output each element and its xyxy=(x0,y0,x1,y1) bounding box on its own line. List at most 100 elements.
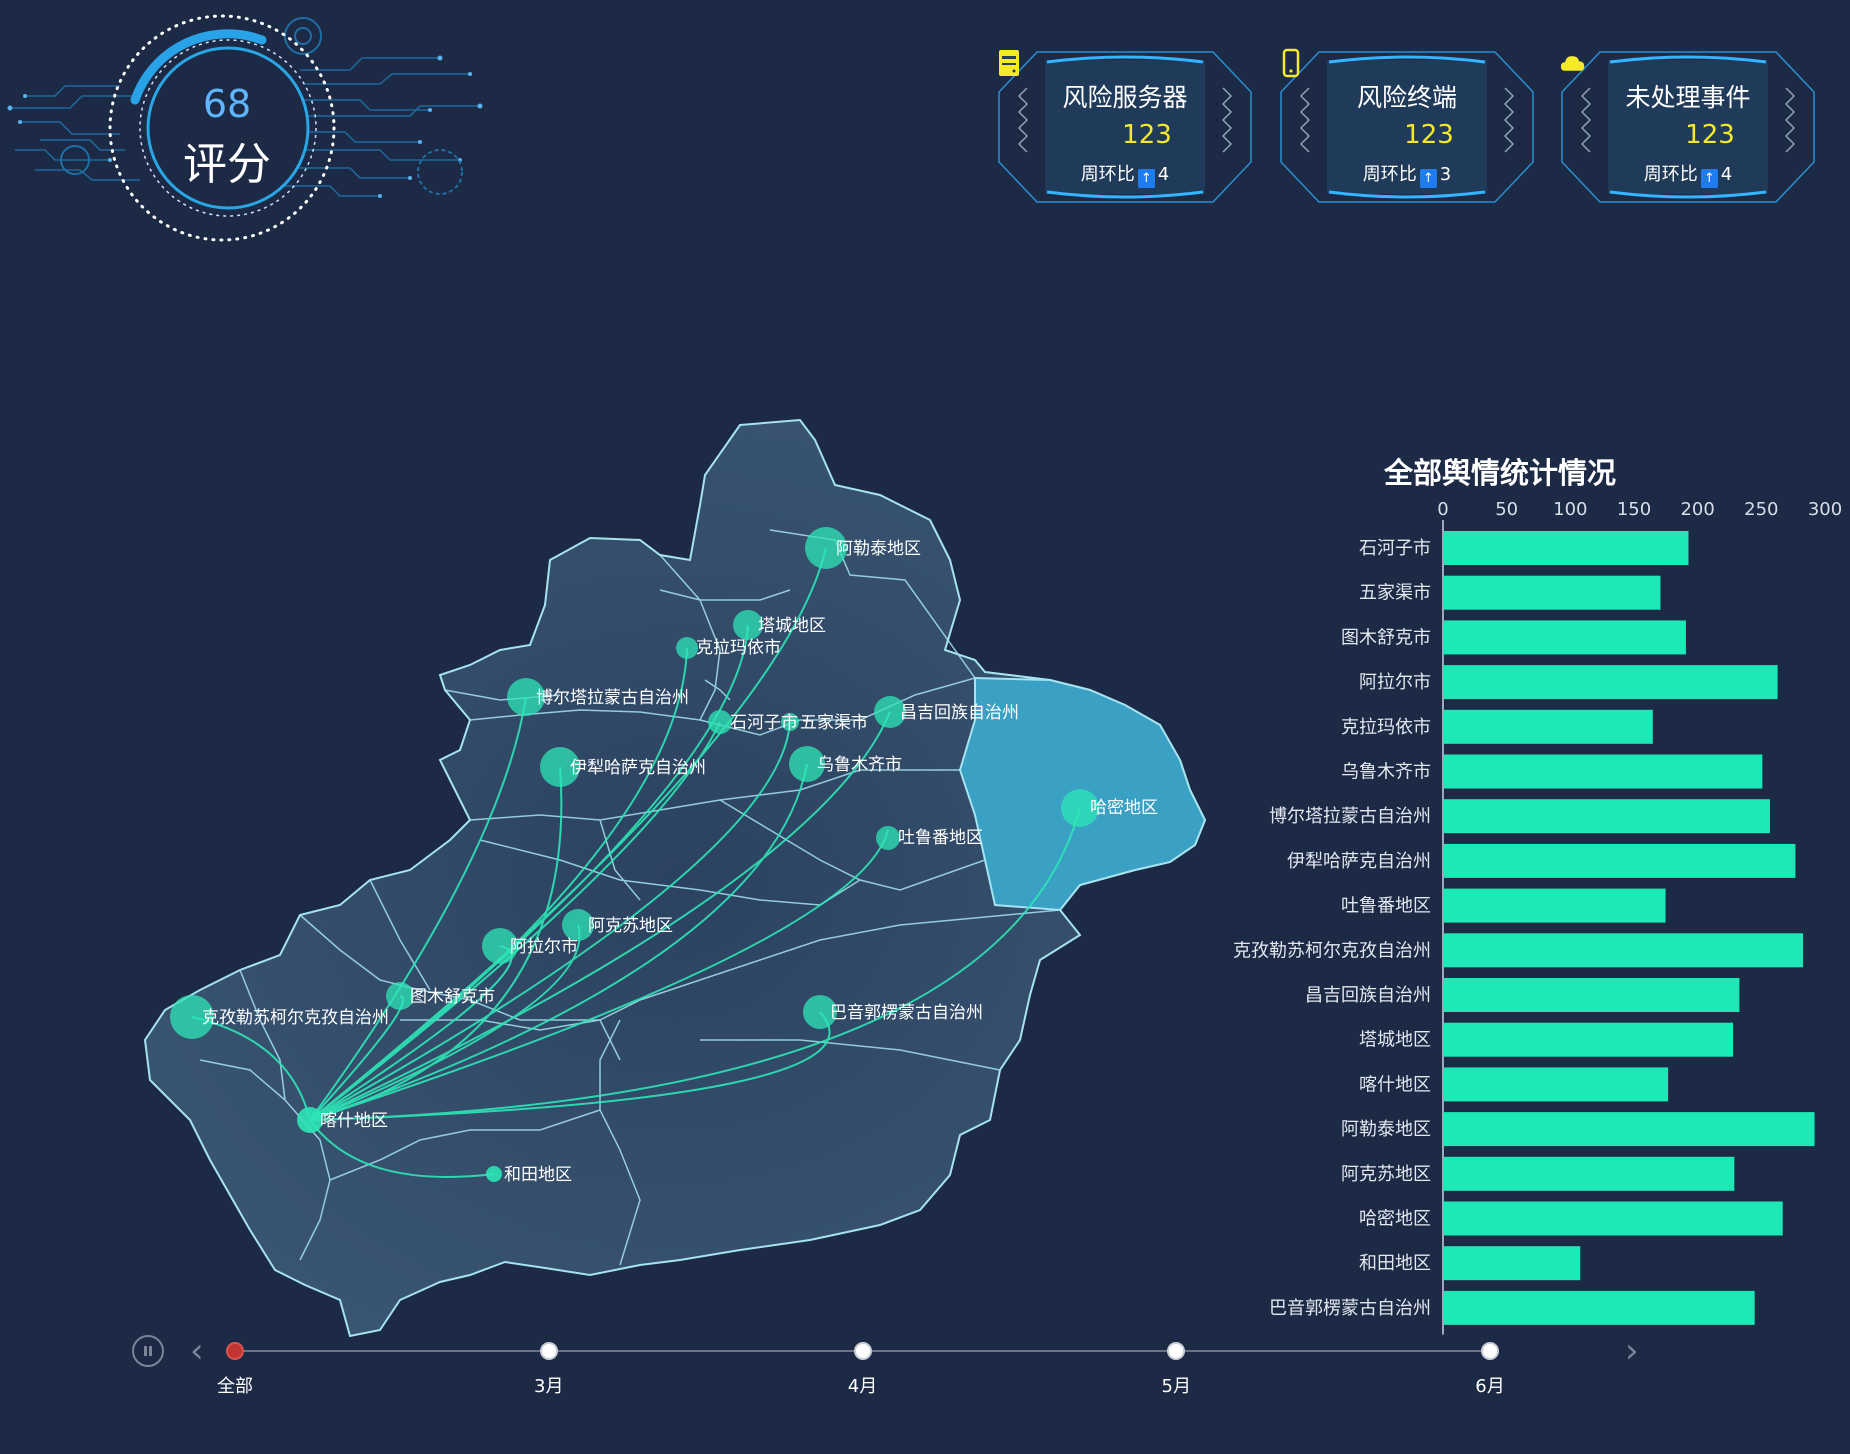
category-label: 塔城地区 xyxy=(1359,1030,1431,1051)
score-label: 评分 xyxy=(183,139,271,190)
pause-button[interactable] xyxy=(132,1335,164,1367)
arrow-up-icon: ↑ xyxy=(1137,169,1155,188)
trend-label: 周环比 xyxy=(1643,164,1698,185)
xinjiang-flow-map[interactable]: 阿勒泰地区 塔城地区 克拉玛依市 博尔塔拉蒙古自治州 石河子市 五家渠市 昌吉回… xyxy=(0,400,1230,1350)
label-kashgar[interactable]: 喀什地区 xyxy=(320,1111,388,1131)
stat-trend: 周环比 ↑ 4 xyxy=(997,160,1253,188)
label-changji[interactable]: 昌吉回族自治州 xyxy=(900,703,1019,723)
timeline-label[interactable]: 3月 xyxy=(534,1376,564,1397)
bar xyxy=(1444,1246,1581,1281)
card-frame xyxy=(1561,51,1815,203)
arrow-up-icon: ↑ xyxy=(1419,169,1437,188)
category-label: 伊犁哈萨克自治州 xyxy=(1287,851,1431,872)
region-markers xyxy=(170,527,1099,1182)
chevron-right-icon[interactable]: › xyxy=(1625,1331,1639,1371)
label-shihezi[interactable]: 石河子市 xyxy=(730,713,798,733)
bar xyxy=(1444,978,1740,1012)
cloud-icon xyxy=(1560,56,1585,71)
category-label: 石河子市 xyxy=(1359,538,1431,559)
stat-title: 风险服务器 xyxy=(1062,83,1188,112)
bar xyxy=(1444,620,1686,655)
category-label: 哈密地区 xyxy=(1359,1209,1431,1230)
circuit-decoration xyxy=(7,14,483,242)
timeline-point[interactable] xyxy=(853,1342,872,1360)
stat-card-unhandled-events[interactable]: 未处理事件 123 周环比 ↑ 4 xyxy=(1560,48,1816,206)
phone-icon xyxy=(1282,48,1300,78)
timeline-point[interactable] xyxy=(539,1342,558,1360)
bar xyxy=(1444,1201,1783,1236)
stat-title: 未处理事件 xyxy=(1625,83,1751,112)
label-hami[interactable]: 哈密地区 xyxy=(1090,798,1158,818)
flow-lines xyxy=(191,547,1081,1178)
label-bayingolin[interactable]: 巴音郭楞蒙古自治州 xyxy=(830,1003,983,1023)
category-label: 喀什地区 xyxy=(1359,1074,1431,1095)
category-label: 克拉玛依市 xyxy=(1341,717,1431,738)
stat-value: 123 xyxy=(1404,120,1454,150)
x-tick-label: 100 xyxy=(1553,499,1587,520)
category-label: 乌鲁木齐市 xyxy=(1341,762,1431,783)
stat-card-risk-server[interactable]: 风险服务器 123 周环比 ↑ 4 xyxy=(997,48,1253,206)
chevron-left-icon[interactable]: ‹ xyxy=(190,1331,204,1371)
stat-card-risk-terminal[interactable]: 风险终端 123 周环比 ↑ 3 xyxy=(1279,48,1535,206)
trend-value: 4 xyxy=(1157,164,1170,185)
label-tumxuk[interactable]: 图木舒克市 xyxy=(410,987,495,1007)
bar xyxy=(1444,575,1661,610)
timeline-label[interactable]: 4月 xyxy=(847,1376,878,1397)
timeline-point[interactable] xyxy=(1167,1342,1186,1360)
label-tacheng[interactable]: 塔城地区 xyxy=(758,616,826,636)
arrow-up-icon: ↑ xyxy=(1700,169,1718,188)
label-aksu[interactable]: 阿克苏地区 xyxy=(588,916,673,936)
x-tick-label: 250 xyxy=(1744,499,1778,520)
x-tick-label: 150 xyxy=(1617,499,1651,520)
label-kizilsu[interactable]: 克孜勒苏柯尔克孜自治州 xyxy=(202,1008,389,1028)
timeline-label[interactable]: 6月 xyxy=(1475,1376,1505,1397)
trend-value: 4 xyxy=(1720,164,1733,185)
bar xyxy=(1444,1022,1734,1057)
label-wujiaqu[interactable]: 五家渠市 xyxy=(800,713,868,733)
category-label: 五家渠市 xyxy=(1359,583,1431,604)
timeline-point[interactable] xyxy=(1481,1342,1499,1360)
bar xyxy=(1444,843,1796,878)
x-tick-label: 300 xyxy=(1808,499,1842,520)
category-label: 克孜勒苏柯尔克孜自治州 xyxy=(1233,940,1431,961)
label-alar[interactable]: 阿拉尔市 xyxy=(510,937,578,957)
bar-chart: 0 50 100 150 200 250 300 石河子市五家渠市图木舒克市阿拉尔市克拉玛依市… xyxy=(1233,499,1842,1335)
label-altay[interactable]: 阿勒泰地区 xyxy=(836,539,921,559)
timeline-label[interactable]: 5月 xyxy=(1161,1376,1191,1397)
label-hotan[interactable]: 和田地区 xyxy=(504,1165,572,1185)
label-bortala[interactable]: 博尔塔拉蒙古自治州 xyxy=(536,688,689,708)
label-urumqi[interactable]: 乌鲁木齐市 xyxy=(817,755,902,775)
category-label: 阿克苏地区 xyxy=(1341,1164,1431,1185)
category-label: 阿拉尔市 xyxy=(1359,672,1431,693)
score-value: 68 xyxy=(202,82,252,126)
label-karamay[interactable]: 克拉玛依市 xyxy=(696,638,781,658)
x-tick-label: 200 xyxy=(1680,499,1714,520)
timeline: ‹ 全部 3月 4月 5月 6月 › xyxy=(120,1330,1680,1397)
bar xyxy=(1444,531,1689,565)
x-tick-label: 50 xyxy=(1495,499,1518,520)
score-gauge: 68 评分 xyxy=(0,0,520,260)
x-tick-label: 0 xyxy=(1437,499,1448,520)
category-label: 吐鲁番地区 xyxy=(1341,896,1431,917)
stat-trend: 周环比 ↑ 4 xyxy=(1560,160,1816,188)
stat-value: 123 xyxy=(1122,120,1172,150)
card-frame xyxy=(998,51,1252,203)
bar xyxy=(1444,1067,1669,1102)
bar xyxy=(1444,754,1763,789)
category-label: 博尔塔拉蒙古自治州 xyxy=(1269,806,1431,827)
card-frame xyxy=(1280,51,1534,203)
category-label: 巴音郭楞蒙古自治州 xyxy=(1269,1298,1431,1319)
bar xyxy=(1444,888,1666,923)
category-label: 图木舒克市 xyxy=(1341,627,1431,648)
bar xyxy=(1444,665,1778,700)
trend-label: 周环比 xyxy=(1362,164,1417,185)
label-turpan[interactable]: 吐鲁番地区 xyxy=(898,828,983,848)
category-label: 阿勒泰地区 xyxy=(1341,1119,1431,1140)
stat-title: 风险终端 xyxy=(1356,83,1457,112)
timeline-label[interactable]: 全部 xyxy=(217,1376,253,1397)
timeline-point[interactable] xyxy=(226,1342,244,1360)
bar xyxy=(1444,1112,1815,1147)
stat-trend: 周环比 ↑ 3 xyxy=(1279,160,1535,188)
label-ili[interactable]: 伊犁哈萨克自治州 xyxy=(570,758,706,778)
category-label: 和田地区 xyxy=(1359,1253,1431,1274)
